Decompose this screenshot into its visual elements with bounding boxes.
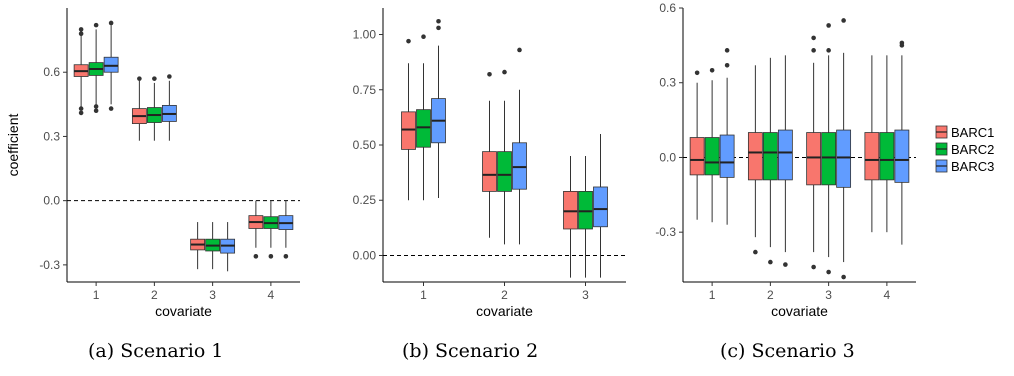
x-tick-label: 4 bbox=[884, 288, 891, 302]
outlier-point bbox=[93, 104, 99, 109]
outlier-point bbox=[724, 62, 730, 68]
outlier-point bbox=[93, 22, 99, 28]
outlier-point bbox=[78, 27, 84, 32]
outlier-point bbox=[436, 18, 441, 24]
x-tick-label: 1 bbox=[93, 288, 100, 302]
panel-2: 0.00 0.25 0.50 0.75 1.00 1 2 3 covariate bbox=[353, 8, 626, 319]
legend-label-barc1: BARC1 bbox=[951, 125, 994, 140]
outlier-point bbox=[167, 74, 172, 79]
outlier-point bbox=[826, 269, 831, 275]
outlier-point bbox=[811, 35, 816, 41]
legend-label-barc2: BARC2 bbox=[951, 142, 994, 157]
outlier-point bbox=[108, 20, 114, 26]
outlier-point bbox=[283, 254, 289, 259]
outlier-point bbox=[517, 47, 522, 53]
x-tick-label: 3 bbox=[582, 288, 589, 302]
outlier-point bbox=[406, 38, 411, 44]
box-barc3 bbox=[512, 142, 527, 190]
outlier-point bbox=[709, 67, 715, 73]
outlier-point bbox=[137, 76, 142, 81]
x-tick-label: 3 bbox=[209, 288, 216, 302]
panel-3: -0.3 0.0 0.3 0.6 1 2 3 4 covariate bbox=[655, 1, 916, 319]
x-tick-label: 1 bbox=[709, 288, 716, 302]
box-barc2 bbox=[879, 132, 895, 181]
outlier-point bbox=[78, 106, 84, 111]
caption-b: (b) Scenario 2 bbox=[402, 340, 539, 362]
y-tick-label: 0.00 bbox=[353, 248, 377, 262]
y-tick-label: -0.3 bbox=[655, 225, 676, 239]
y-tick-label: 0.50 bbox=[353, 138, 377, 152]
y-tick-label: 0.3 bbox=[659, 76, 676, 90]
x-axis-label: covariate bbox=[155, 303, 212, 319]
outlier-point bbox=[152, 76, 157, 81]
legend: BARC1 BARC2 BARC3 bbox=[935, 125, 994, 174]
y-tick-label: 0.0 bbox=[43, 194, 60, 208]
outlier-point bbox=[724, 48, 730, 53]
outlier-point bbox=[783, 262, 788, 267]
box-barc3 bbox=[836, 129, 852, 188]
box-barc2 bbox=[704, 137, 720, 176]
outlier-point bbox=[268, 254, 274, 259]
outlier-point bbox=[421, 34, 426, 40]
y-tick-label: 0.0 bbox=[659, 150, 676, 164]
box-barc3 bbox=[894, 129, 910, 183]
box-barc2 bbox=[578, 191, 593, 230]
outlier-point bbox=[78, 31, 84, 36]
outlier-point bbox=[826, 23, 831, 28]
legend-label-barc3: BARC3 bbox=[951, 159, 994, 174]
box-barc1 bbox=[689, 137, 705, 176]
x-tick-label: 3 bbox=[825, 288, 832, 302]
box-barc1 bbox=[864, 132, 880, 181]
x-axis-label: covariate bbox=[476, 303, 533, 319]
box-barc3 bbox=[593, 186, 608, 228]
box-barc1 bbox=[482, 151, 497, 192]
y-tick-label: 0.75 bbox=[353, 83, 377, 97]
caption-a: (a) Scenario 1 bbox=[88, 340, 224, 362]
box-barc2 bbox=[416, 109, 431, 148]
y-axis-label: coefficient bbox=[5, 113, 21, 176]
x-axis-label: covariate bbox=[771, 303, 828, 319]
outlier-point bbox=[841, 274, 846, 280]
y-tick-label: 0.6 bbox=[43, 65, 60, 79]
y-tick-label: 1.00 bbox=[353, 28, 377, 42]
x-tick-label: 1 bbox=[420, 288, 427, 302]
outlier-point bbox=[753, 249, 758, 255]
caption-c: (c) Scenario 3 bbox=[720, 340, 855, 362]
outlier-point bbox=[78, 110, 84, 116]
x-tick-label: 2 bbox=[767, 288, 774, 302]
outlier-point bbox=[694, 70, 700, 76]
box-barc2 bbox=[762, 132, 778, 181]
outlier-point bbox=[253, 254, 259, 259]
x-tick-label: 2 bbox=[151, 288, 158, 302]
outlier-point bbox=[436, 25, 441, 31]
outlier-point bbox=[502, 69, 507, 75]
box-barc1 bbox=[563, 191, 578, 230]
box-barc3 bbox=[777, 129, 793, 181]
outlier-point bbox=[841, 18, 846, 23]
outlier-point bbox=[826, 48, 831, 53]
box-barc2 bbox=[497, 151, 512, 192]
x-tick-label: 2 bbox=[501, 288, 508, 302]
outlier-point bbox=[811, 264, 816, 270]
outlier-point bbox=[899, 40, 905, 46]
y-tick-label: 0.3 bbox=[43, 129, 60, 143]
panel-1: -0.3 0.0 0.3 0.6 1 2 3 4 covariate coefficient bbox=[5, 8, 300, 319]
outlier-point bbox=[768, 259, 773, 265]
y-tick-label: 0.6 bbox=[659, 1, 676, 15]
outlier-point bbox=[811, 48, 816, 53]
box-barc2 bbox=[821, 132, 837, 186]
box-barc1 bbox=[747, 132, 763, 181]
box-barc3 bbox=[719, 134, 735, 178]
box-barc1 bbox=[401, 111, 416, 150]
x-tick-label: 4 bbox=[268, 288, 275, 302]
y-tick-label: 0.25 bbox=[353, 193, 377, 207]
outlier-point bbox=[93, 108, 99, 114]
y-tick-label: -0.3 bbox=[39, 258, 60, 272]
box-barc3 bbox=[103, 56, 119, 73]
box-barc1 bbox=[806, 132, 822, 186]
outlier-point bbox=[487, 71, 492, 77]
outlier-point bbox=[108, 106, 114, 111]
